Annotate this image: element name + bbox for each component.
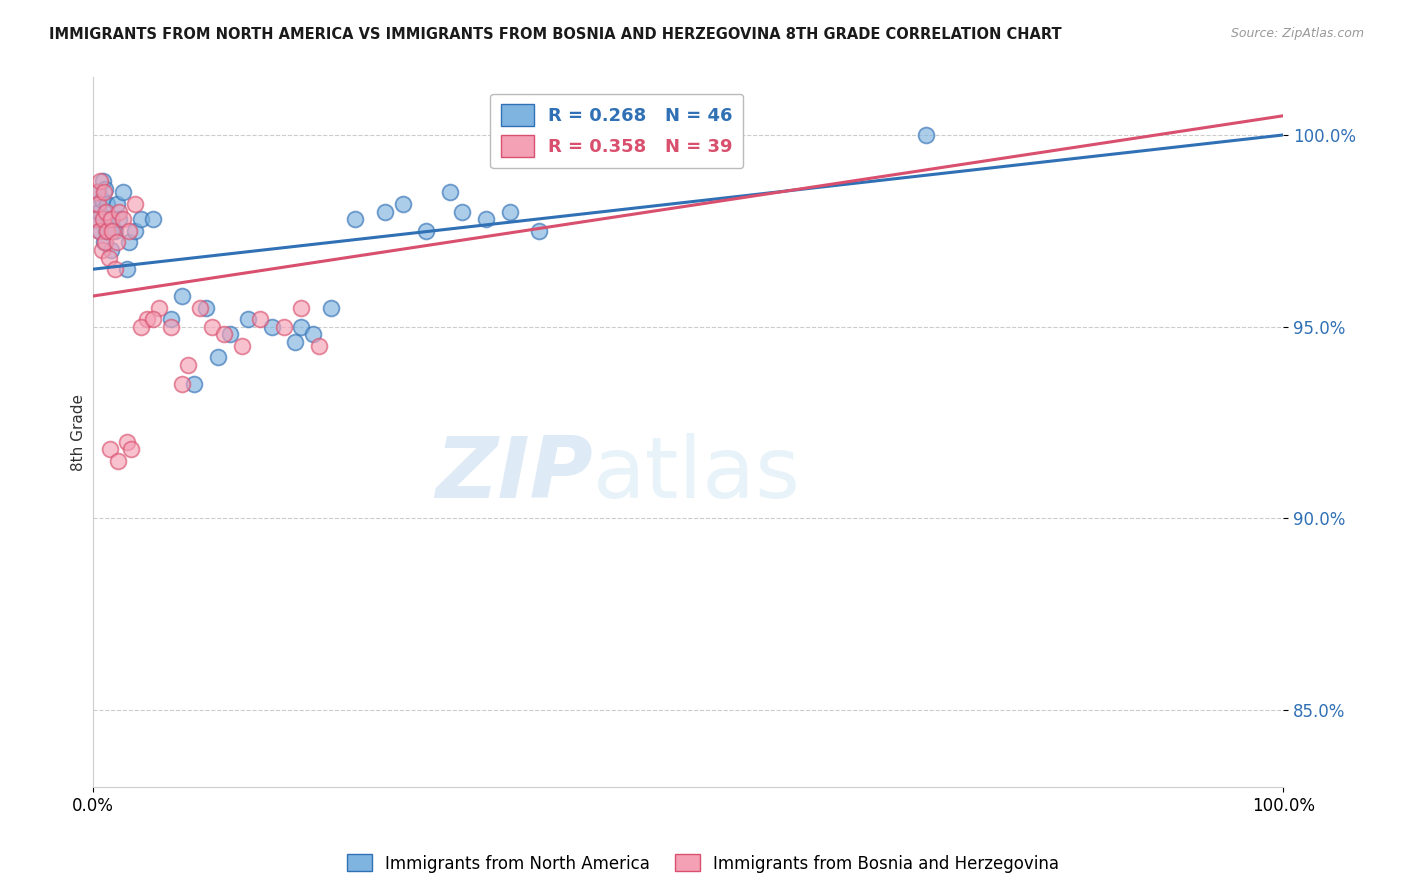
Point (89, 224, 111, 238)
Point (439, 186, 461, 200)
Point (111, 212, 134, 227)
Point (343, 212, 366, 227)
Point (207, 351, 229, 365)
Point (321, 301, 343, 315)
Point (188, 301, 211, 315)
Point (302, 327, 325, 342)
Point (177, 358, 200, 372)
Point (529, 224, 551, 238)
Point (98, 442, 121, 457)
Point (159, 312, 181, 326)
Point (104, 262, 127, 277)
Point (183, 377, 205, 392)
Point (93, 186, 115, 200)
Point (108, 204, 131, 219)
Point (172, 289, 194, 303)
Point (100, 243, 122, 257)
Legend: Immigrants from North America, Immigrants from Bosnia and Herzegovina: Immigrants from North America, Immigrant… (340, 847, 1066, 880)
Point (374, 204, 396, 219)
Point (118, 224, 141, 238)
Point (94, 235, 117, 250)
Legend: R = 0.268   N = 46, R = 0.358   N = 39: R = 0.268 N = 46, R = 0.358 N = 39 (491, 94, 744, 169)
Point (107, 454, 129, 468)
Point (86, 212, 108, 227)
Point (87, 197, 110, 211)
Point (290, 301, 312, 315)
Point (249, 312, 271, 326)
Point (391, 197, 413, 211)
Point (118, 235, 141, 250)
Point (142, 312, 165, 326)
Point (219, 327, 242, 342)
Point (90, 193, 112, 207)
Point (115, 262, 138, 277)
Point (104, 224, 127, 238)
Point (97, 212, 120, 227)
Point (124, 197, 146, 211)
Point (84, 212, 107, 227)
Point (98, 224, 121, 238)
Point (108, 212, 131, 227)
Point (84, 197, 107, 211)
Point (89, 224, 111, 238)
Point (172, 377, 194, 392)
Point (100, 212, 122, 227)
Text: atlas: atlas (593, 434, 801, 516)
Point (115, 434, 138, 449)
Point (91, 174, 114, 188)
Point (129, 212, 152, 227)
Text: IMMIGRANTS FROM NORTH AMERICA VS IMMIGRANTS FROM BOSNIA AND HERZEGOVINA 8TH GRAD: IMMIGRANTS FROM NORTH AMERICA VS IMMIGRA… (49, 27, 1062, 42)
Point (89, 174, 111, 188)
Point (101, 224, 124, 238)
Point (111, 186, 134, 200)
Point (159, 319, 181, 334)
Point (120, 442, 142, 457)
Point (308, 339, 330, 353)
Point (498, 204, 520, 219)
Point (124, 224, 146, 238)
Text: ZIP: ZIP (436, 434, 593, 516)
Point (273, 319, 295, 334)
Point (290, 319, 312, 334)
Point (90, 243, 112, 257)
Point (148, 301, 170, 315)
Point (415, 224, 437, 238)
Point (231, 339, 253, 353)
Point (93, 235, 115, 250)
Point (212, 327, 235, 342)
Point (96, 204, 118, 219)
Point (105, 235, 128, 250)
Point (96, 224, 118, 238)
Point (195, 301, 218, 315)
Point (201, 319, 224, 334)
Point (142, 212, 165, 227)
Point (475, 212, 498, 227)
Point (94, 181, 117, 195)
Point (96, 197, 118, 211)
Point (915, 128, 938, 142)
Point (129, 319, 152, 334)
Point (91, 212, 114, 227)
Point (87, 186, 110, 200)
Y-axis label: 8th Grade: 8th Grade (72, 393, 86, 471)
Point (451, 204, 474, 219)
Point (97, 251, 120, 265)
Point (105, 197, 128, 211)
Point (101, 212, 124, 227)
Text: Source: ZipAtlas.com: Source: ZipAtlas.com (1230, 27, 1364, 40)
Point (260, 319, 283, 334)
Point (86, 186, 108, 200)
Point (89, 204, 111, 219)
Point (135, 312, 157, 326)
Point (236, 312, 259, 326)
Point (96, 224, 118, 238)
Point (284, 334, 307, 349)
